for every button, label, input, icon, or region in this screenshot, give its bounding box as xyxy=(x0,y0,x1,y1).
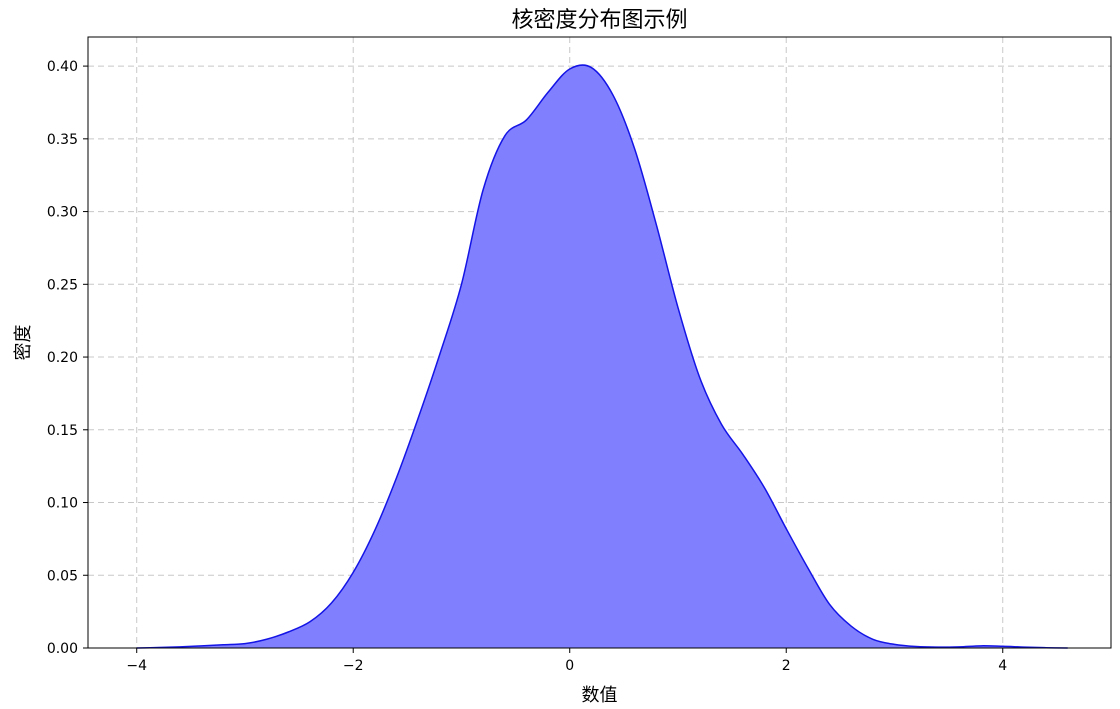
y-tick-label: 0.15 xyxy=(47,423,78,439)
density-area xyxy=(136,64,1068,649)
y-tick-label: 0.35 xyxy=(47,132,78,148)
y-tick-label: 0.00 xyxy=(47,641,78,657)
density-line xyxy=(136,64,1068,649)
x-tick-label: 0 xyxy=(565,658,574,674)
axes-frame xyxy=(87,36,1112,649)
ticks-layer: −4 −2 0 2 4 0.00 0.05 0.10 0.15 0.20 0.25 0.30 0.35 0… xyxy=(47,59,1007,674)
x-tick-label: 2 xyxy=(782,658,791,674)
y-tick-label: 0.05 xyxy=(47,568,78,584)
y-tick-label: 0.25 xyxy=(47,277,78,293)
x-tick-label: −2 xyxy=(343,658,364,674)
y-axis-label: 密度 xyxy=(13,325,34,361)
y-tick-label: 0.10 xyxy=(47,496,78,512)
y-tick-label: 0.30 xyxy=(47,205,78,221)
y-tick-label: 0.20 xyxy=(47,350,78,366)
x-axis-label: 数值 xyxy=(582,685,618,706)
chart-title: 核密度分布图示例 xyxy=(511,8,687,33)
x-tick-label: 4 xyxy=(998,658,1007,674)
x-tick-label: −4 xyxy=(126,658,147,674)
y-tick-label: 0.40 xyxy=(47,59,78,75)
